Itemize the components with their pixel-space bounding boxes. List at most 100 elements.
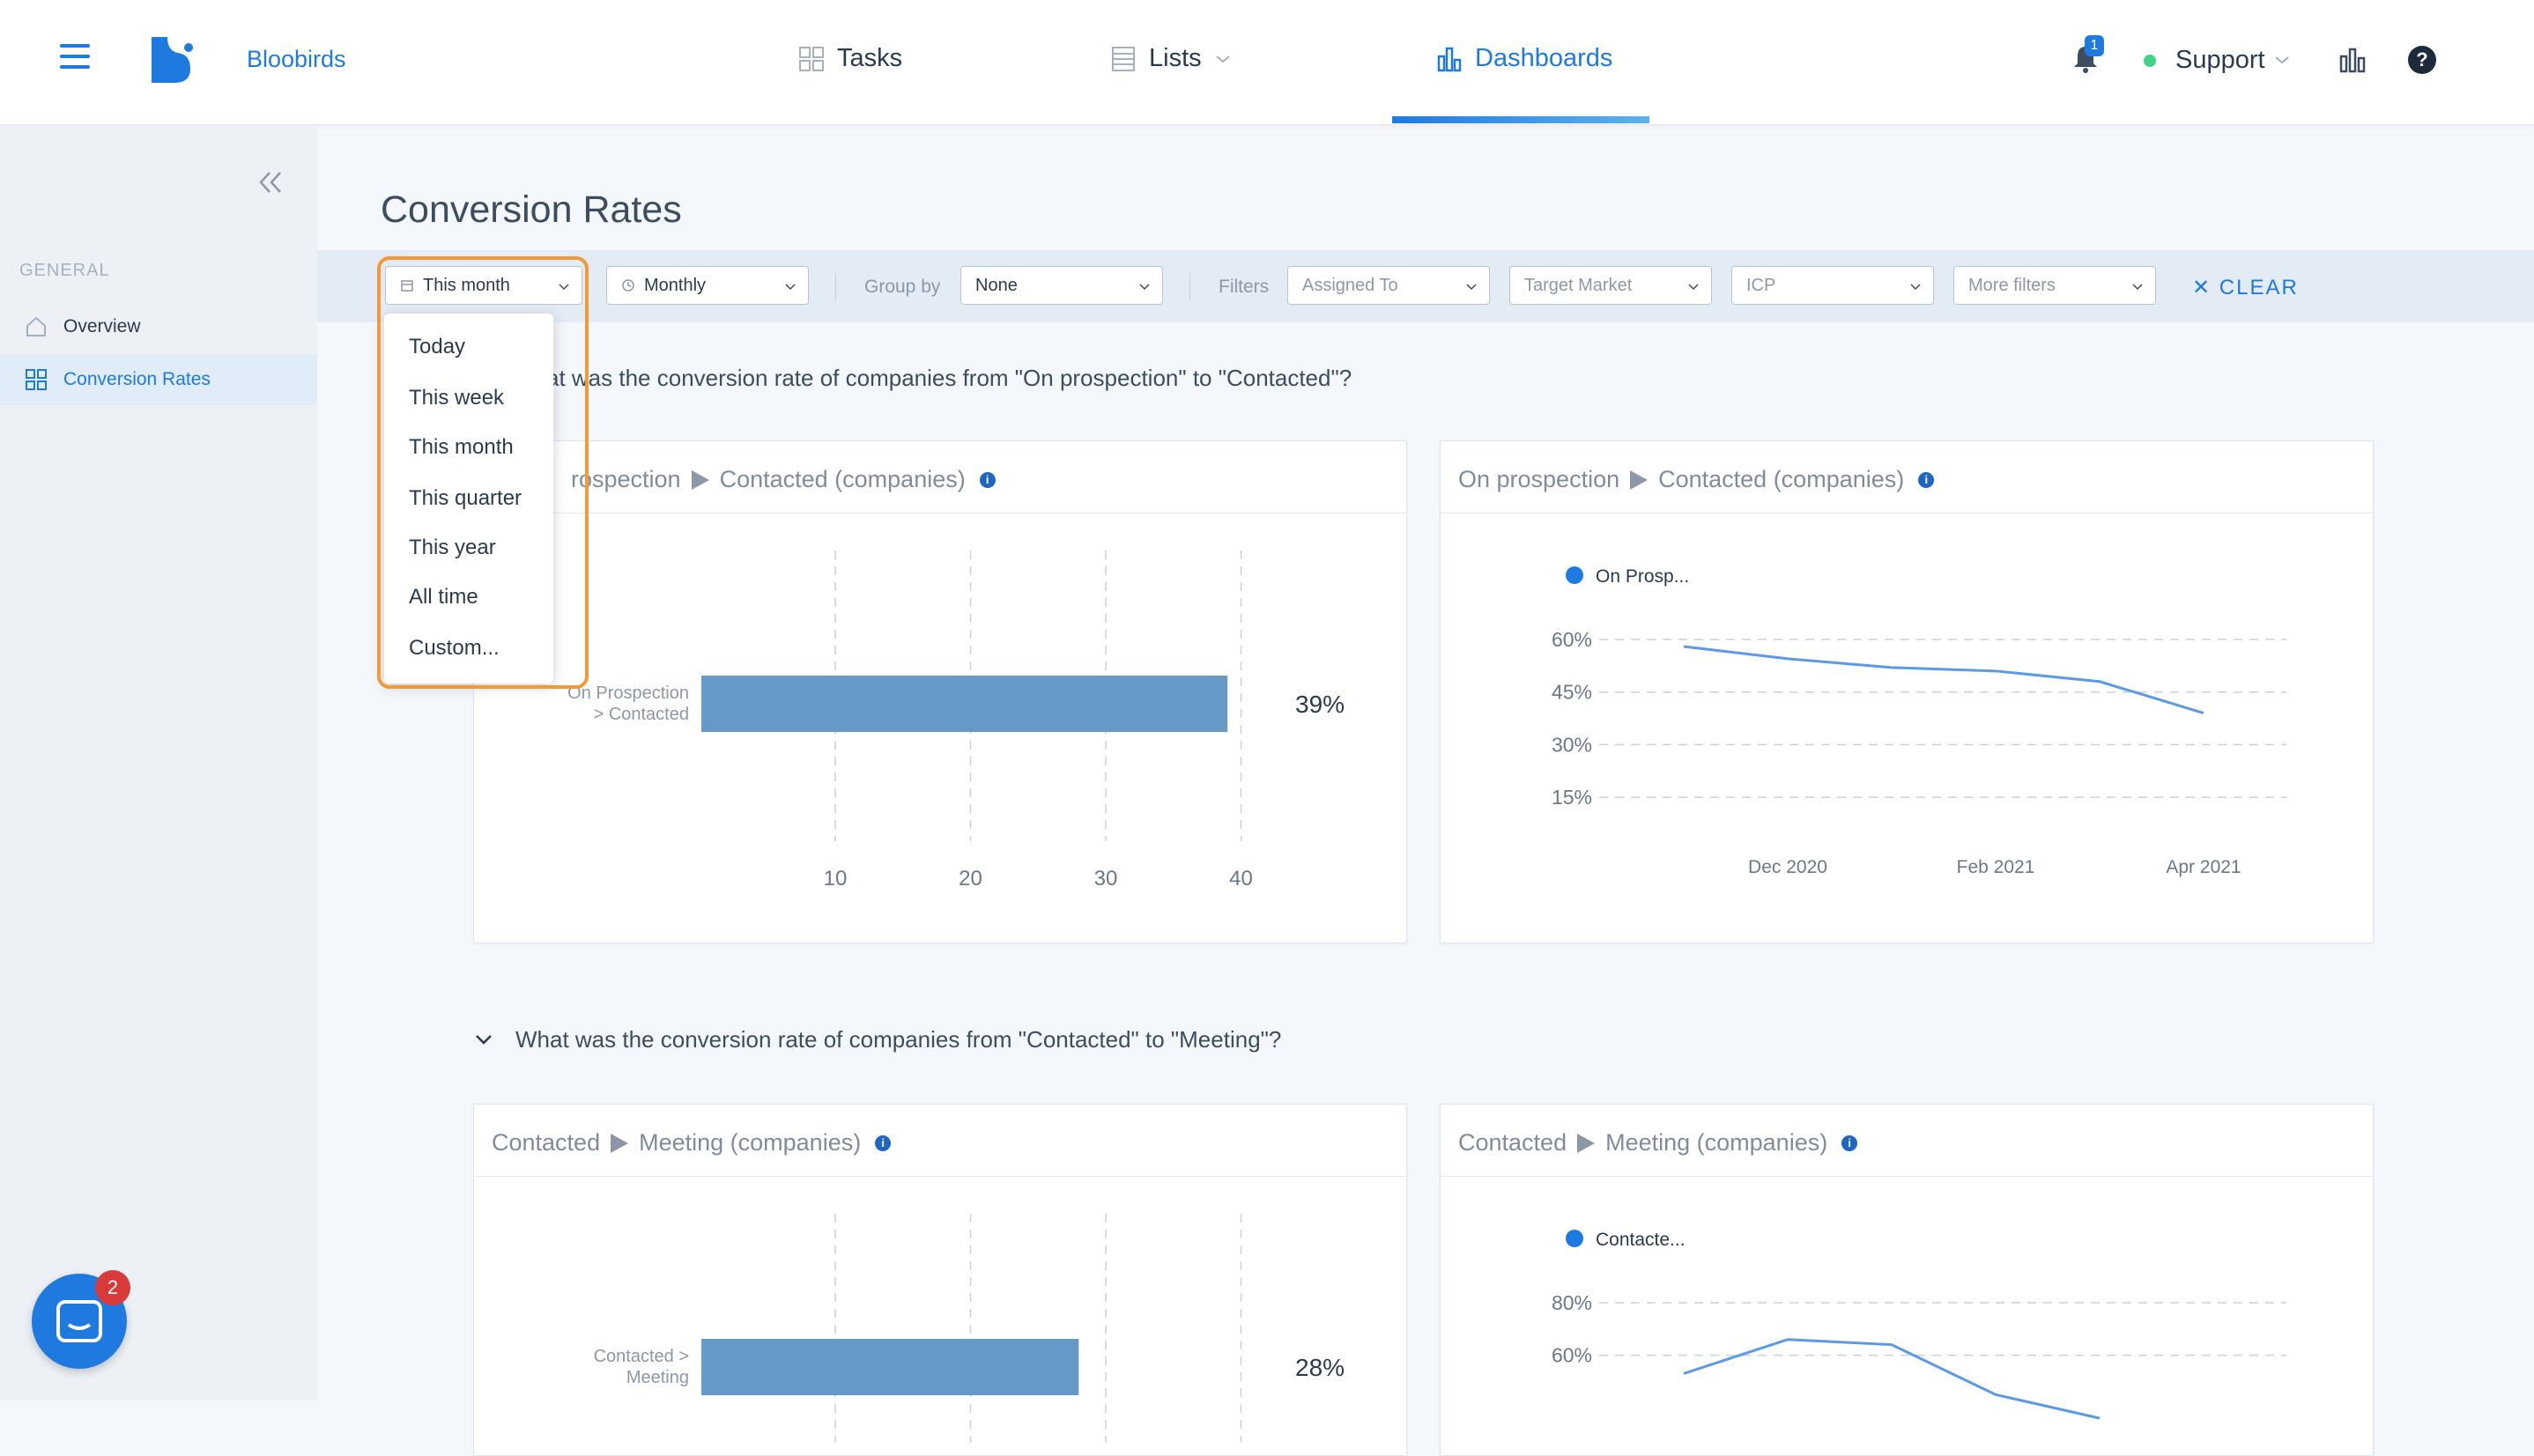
chevron-down-icon[interactable] (473, 1029, 494, 1050)
card-header: Contacted Meeting (companies) i (1441, 1105, 2373, 1177)
x-tick-label: 30 (1094, 867, 1118, 891)
help-icon[interactable]: ? (2408, 46, 2436, 74)
bar (701, 676, 1228, 732)
clear-filters-button[interactable]: ✕ CLEAR (2192, 275, 2299, 300)
nav-dashboards[interactable]: Dashboards (1436, 44, 1612, 73)
x-tick-label: 20 (959, 867, 982, 891)
assigned-to-filter[interactable]: Assigned To (1287, 266, 1490, 305)
legend-label: On Prosp... (1596, 566, 1689, 587)
close-icon: ✕ (2192, 276, 2219, 299)
dropdown-option-all-time[interactable]: All time (409, 585, 478, 609)
series-line (1683, 1338, 2101, 1420)
more-filters-select[interactable]: More filters (1953, 266, 2156, 305)
group-by-label: Group by (864, 277, 941, 297)
page-title: Conversion Rates (381, 188, 682, 231)
card-title: Contacted Meeting (companies) i (492, 1129, 892, 1157)
bar-chart: 10 20 30 40 39% On Prospection > Contacted (567, 551, 1345, 891)
notification-count-badge: 1 (2085, 35, 2104, 56)
chevron-down-icon (2132, 284, 2143, 291)
category-label: On Prospection (567, 684, 689, 703)
nav-lists[interactable]: Lists (1110, 44, 1232, 73)
info-icon[interactable]: i (875, 1134, 892, 1151)
arrow-right-icon (691, 469, 709, 490)
section-question[interactable]: at was the conversion rate of companies … (546, 365, 1352, 391)
info-icon[interactable]: i (1918, 471, 1935, 488)
arrow-right-icon (611, 1133, 629, 1153)
group-by-select[interactable]: None (960, 266, 1163, 305)
info-icon[interactable]: i (1841, 1134, 1858, 1151)
dropdown-option-this-month[interactable]: This month (409, 435, 514, 459)
x-tick-label: Dec 2020 (1748, 857, 1827, 877)
series-line (1683, 645, 2204, 715)
sidebar-item-label: Conversion Rates (63, 369, 211, 389)
date-range-select[interactable]: This month (385, 266, 582, 305)
chevron-down-icon (1215, 55, 1230, 63)
line-chart-card: On prospection Contacted (companies) i O… (1440, 440, 2374, 943)
y-tick-label: 60% (1552, 628, 1592, 651)
nav-tasks[interactable]: Tasks (798, 44, 902, 73)
bloobirds-logo[interactable] (148, 35, 194, 85)
chevron-down-icon (559, 284, 569, 291)
data-label: 39% (1295, 691, 1345, 718)
card-header: Contacted Meeting (companies) i (474, 1105, 1406, 1177)
target-market-filter[interactable]: Target Market (1509, 266, 1712, 305)
bar-chart-card: rospection Contacted (companies) i 10 20 3… (473, 440, 1407, 943)
collapse-sidebar-icon[interactable] (256, 167, 285, 197)
nav-lists-label: Lists (1149, 44, 1202, 72)
legend-marker (1566, 566, 1583, 584)
icp-filter[interactable]: ICP (1731, 266, 1934, 305)
grid-icon (26, 369, 47, 390)
bar-chart: 28% Contacted > Meeting (594, 1214, 1345, 1443)
y-tick-label: 45% (1552, 681, 1592, 704)
user-menu[interactable]: Support (2175, 46, 2265, 74)
category-label: > Contacted (594, 705, 689, 724)
dropdown-option-custom[interactable]: Custom... (409, 636, 500, 660)
period-select[interactable]: Monthly (606, 266, 809, 305)
dropdown-option-this-week[interactable]: This week (409, 386, 505, 410)
group-by-value: None (975, 275, 1018, 295)
online-status-dot (2144, 55, 2156, 67)
arrow-right-icon (1577, 1133, 1596, 1153)
sidebar-item-label: Overview (63, 316, 141, 336)
brand-name[interactable]: Bloobirds (247, 46, 346, 72)
stats-icon[interactable] (2338, 46, 2367, 74)
card-title-to: Meeting (companies) (1605, 1129, 1828, 1156)
legend-label: Contacte... (1596, 1230, 1686, 1250)
filters-label: Filters (1219, 277, 1270, 297)
dropdown-option-this-quarter[interactable]: This quarter (409, 486, 522, 510)
category-label: Contacted > (594, 1347, 689, 1366)
hamburger-menu-icon[interactable] (60, 44, 90, 74)
bar-chart-icon (1437, 47, 1462, 71)
target-market-placeholder: Target Market (1524, 275, 1633, 295)
card-title: Contacted Meeting (companies) i (1458, 1129, 1858, 1157)
bar (701, 1339, 1079, 1395)
dropdown-highlight-outline (377, 256, 589, 689)
date-range-value: This month (423, 275, 510, 295)
card-title-from: rospection (571, 466, 681, 492)
x-tick-label: 10 (824, 867, 848, 891)
chevron-down-icon (1466, 284, 1477, 291)
clear-label: CLEAR (2219, 276, 2299, 299)
chevron-down-icon (1688, 284, 1699, 291)
active-tab-indicator (1392, 116, 1649, 123)
chat-icon (56, 1300, 102, 1342)
line-chart: On Prosp... 60% 45% 30% 15% Dec 2020 Feb 2021 A… (1552, 566, 2286, 877)
card-title: rospection Contacted (companies) i (571, 466, 996, 493)
info-icon[interactable]: i (979, 471, 996, 488)
dropdown-option-this-year[interactable]: This year (409, 536, 496, 559)
card-title-to: Contacted (companies) (1658, 466, 1905, 492)
divider (1189, 273, 1190, 301)
card-title: On prospection Contacted (companies) i (1458, 466, 1935, 493)
card-title-to: Meeting (companies) (639, 1129, 862, 1156)
sidebar-item-conversion-rates[interactable]: Conversion Rates (0, 354, 317, 405)
clock-icon (622, 279, 634, 292)
line-chart: Contacte... 80% 60% (1552, 1230, 2286, 1420)
category-label: Meeting (626, 1368, 689, 1387)
y-tick-label: 60% (1552, 1344, 1592, 1367)
section-question[interactable]: What was the conversion rate of companie… (515, 1026, 1282, 1053)
assigned-to-placeholder: Assigned To (1302, 275, 1398, 295)
data-label: 28% (1295, 1354, 1345, 1381)
chevron-down-icon[interactable] (2273, 51, 2291, 69)
dropdown-option-today[interactable]: Today (409, 335, 466, 358)
sidebar-item-overview[interactable]: Overview (0, 301, 317, 352)
